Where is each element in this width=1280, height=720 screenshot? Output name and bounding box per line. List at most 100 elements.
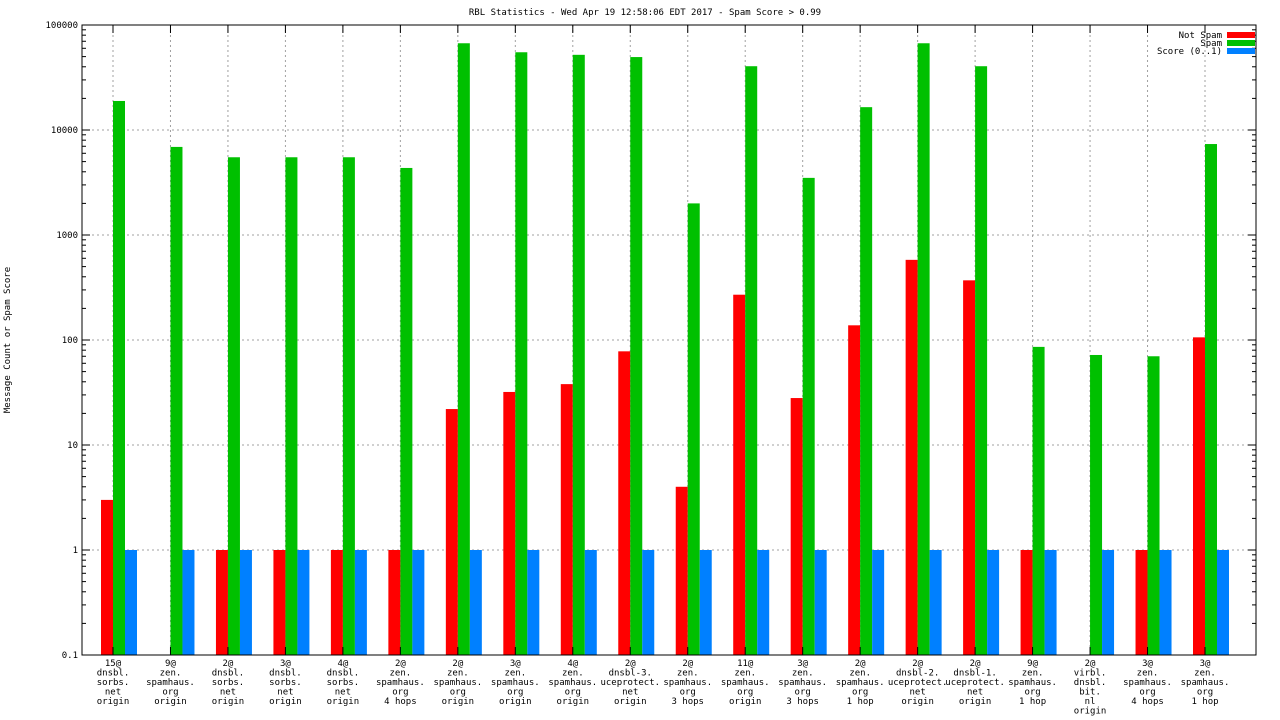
x-tick-label: org — [1197, 688, 1213, 698]
bar-not-spam — [388, 550, 401, 655]
x-tick-label: spamhaus. — [836, 678, 885, 688]
x-tick-label: origin — [442, 697, 475, 707]
bar-not-spam — [675, 486, 688, 655]
x-tick-label: origin — [212, 697, 245, 707]
bar-not-spam — [618, 351, 631, 655]
x-tick-label: net — [105, 688, 121, 698]
y-tick-label: 10 — [67, 441, 78, 451]
bar-not-spam — [101, 499, 113, 655]
x-tick-label: zen. — [562, 669, 584, 679]
x-tick-label: 2@ — [682, 659, 693, 669]
bar-spam — [342, 157, 355, 656]
x-tick-label: 4 hops — [384, 697, 417, 707]
y-tick-label: 0.1 — [62, 651, 78, 661]
bar-not-spam — [848, 325, 861, 655]
bar-not-spam — [445, 409, 458, 655]
x-tick-label: zen. — [677, 669, 699, 679]
legend-label: Not Spam — [1179, 31, 1222, 41]
bar-spam — [285, 157, 298, 656]
x-tick-label: net — [909, 688, 925, 698]
x-tick-label: net — [967, 688, 983, 698]
x-tick-label: spamhaus. — [1123, 678, 1172, 688]
bar-spam — [630, 57, 643, 655]
bar-spam — [170, 146, 183, 656]
bar-spam — [1147, 356, 1160, 655]
x-tick-label: zen. — [1022, 669, 1044, 679]
x-tick-label: net — [277, 688, 293, 698]
bar-score — [1217, 550, 1229, 655]
bar-spam — [1090, 354, 1103, 655]
x-tick-label: uceprotect. — [600, 678, 660, 688]
x-tick-label: dnsbl-1. — [953, 669, 996, 679]
x-tick-label: 2@ — [855, 659, 866, 669]
x-tick-label: org — [162, 688, 178, 698]
x-tick-label: spamhaus. — [778, 678, 827, 688]
x-tick-label: 2@ — [395, 659, 406, 669]
x-tick-label: dnsbl. — [327, 669, 360, 679]
x-tick-label: 9@ — [165, 659, 176, 669]
y-axis-label: Message Count or Spam Score — [3, 267, 13, 413]
legend-swatch — [1227, 40, 1255, 46]
x-tick-label: 2@ — [912, 659, 923, 669]
x-tick-label: 2@ — [1085, 659, 1096, 669]
x-tick-label: org — [795, 688, 811, 698]
x-tick-label: 15@ — [105, 659, 122, 669]
x-tick-label: org — [680, 688, 696, 698]
x-tick-label: virbl. — [1074, 669, 1107, 679]
x-tick-label: 4@ — [567, 659, 578, 669]
bar-not-spam — [215, 550, 228, 655]
x-tick-label: zen. — [849, 669, 871, 679]
x-tick-label: org — [852, 688, 868, 698]
bar-score — [987, 550, 1000, 655]
x-tick-label: dnsbl-2. — [896, 669, 939, 679]
x-tick-label: 4@ — [337, 659, 348, 669]
x-tick-label: origin — [269, 697, 302, 707]
y-tick-label: 1 — [73, 546, 78, 556]
bar-score — [125, 550, 137, 655]
bar-not-spam — [905, 259, 918, 655]
x-tick-label: org — [392, 688, 408, 698]
x-tick-label: 3@ — [797, 659, 808, 669]
x-tick-label: dnsbl. — [212, 669, 245, 679]
x-tick-label: 3@ — [1142, 659, 1153, 669]
x-tick-label: zen. — [390, 669, 412, 679]
bar-not-spam — [560, 384, 573, 655]
x-tick-label: uceprotect. — [945, 678, 1005, 688]
legend-label: Score (0..1) — [1157, 47, 1222, 57]
bar-spam — [687, 203, 700, 655]
x-tick-label: zen. — [792, 669, 814, 679]
x-tick-label: 9@ — [1027, 659, 1038, 669]
x-tick-label: org — [450, 688, 466, 698]
bar-score — [354, 550, 367, 655]
x-tick-label: origin — [327, 697, 360, 707]
x-tick-label: spamhaus. — [433, 678, 482, 688]
bar-not-spam — [963, 280, 976, 655]
x-tick-label: origin — [614, 697, 647, 707]
bar-spam — [802, 177, 815, 655]
chart-title: RBL Statistics - Wed Apr 19 12:58:06 EDT… — [469, 8, 821, 18]
bar-score — [872, 550, 885, 655]
x-tick-label: org — [565, 688, 581, 698]
x-tick-label: 2@ — [223, 659, 234, 669]
x-tick-label: 1 hop — [1019, 697, 1046, 707]
x-tick-label: net — [335, 688, 351, 698]
x-tick-label: origin — [959, 697, 992, 707]
x-tick-label: spamhaus. — [146, 678, 195, 688]
y-tick-label: 100 — [62, 336, 78, 346]
bar-spam — [457, 43, 470, 655]
x-tick-label: uceprotect. — [888, 678, 948, 688]
x-tick-label: net — [220, 688, 236, 698]
bars — [101, 43, 1229, 656]
x-tick-label: zen. — [1194, 669, 1216, 679]
x-tick-label: dnsbl-3. — [609, 669, 652, 679]
x-tick-label: org — [737, 688, 753, 698]
bar-spam — [975, 66, 988, 655]
x-tick-label: 3@ — [280, 659, 291, 669]
bar-not-spam — [1135, 550, 1148, 655]
x-tick-label: nl — [1085, 697, 1096, 707]
x-tick-label: 3 hops — [671, 697, 704, 707]
x-tick-label: zen. — [447, 669, 469, 679]
x-tick-label: spamhaus. — [1008, 678, 1057, 688]
x-tick-label: spamhaus. — [663, 678, 712, 688]
